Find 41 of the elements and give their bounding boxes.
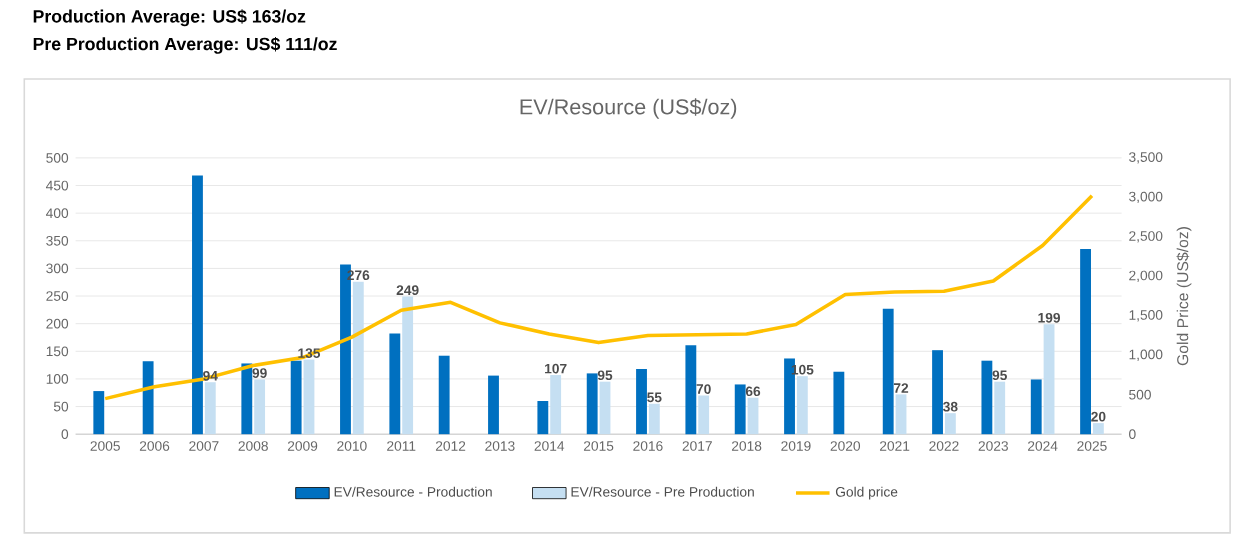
bar xyxy=(1092,422,1104,434)
bar xyxy=(734,384,746,434)
bar xyxy=(254,379,266,434)
bar xyxy=(784,358,795,434)
bar xyxy=(981,360,993,434)
bar xyxy=(747,397,759,434)
bar xyxy=(932,349,943,434)
bar xyxy=(488,375,499,434)
bar xyxy=(1030,379,1042,434)
line-series xyxy=(103,193,1094,401)
bar xyxy=(1080,248,1091,434)
bar xyxy=(994,381,1006,434)
text: Pre Production Average: US$ 111/oz xyxy=(33,36,337,54)
bar xyxy=(833,371,845,434)
text: Production Average: US$ 163/oz xyxy=(33,8,306,26)
bar xyxy=(796,375,808,434)
bar xyxy=(303,359,315,434)
bar xyxy=(944,412,956,434)
bar xyxy=(882,308,894,434)
bar xyxy=(192,175,203,434)
bar xyxy=(599,381,611,434)
bar xyxy=(402,296,414,434)
bar xyxy=(648,403,660,434)
chart-title: EV/Resource (US$/oz) xyxy=(520,97,737,119)
bar xyxy=(586,373,598,434)
bar xyxy=(1043,323,1055,434)
bar xyxy=(537,400,549,434)
bar xyxy=(352,281,364,434)
bar xyxy=(389,333,401,434)
bar xyxy=(636,368,647,434)
bar xyxy=(142,360,154,434)
bar xyxy=(340,264,351,434)
bar xyxy=(685,344,697,434)
bar xyxy=(438,355,450,434)
bar xyxy=(698,395,710,434)
bar xyxy=(290,360,302,434)
bar xyxy=(93,390,105,434)
bar xyxy=(895,394,907,434)
bar xyxy=(241,363,253,434)
bar xyxy=(550,374,562,434)
bar xyxy=(204,381,216,434)
